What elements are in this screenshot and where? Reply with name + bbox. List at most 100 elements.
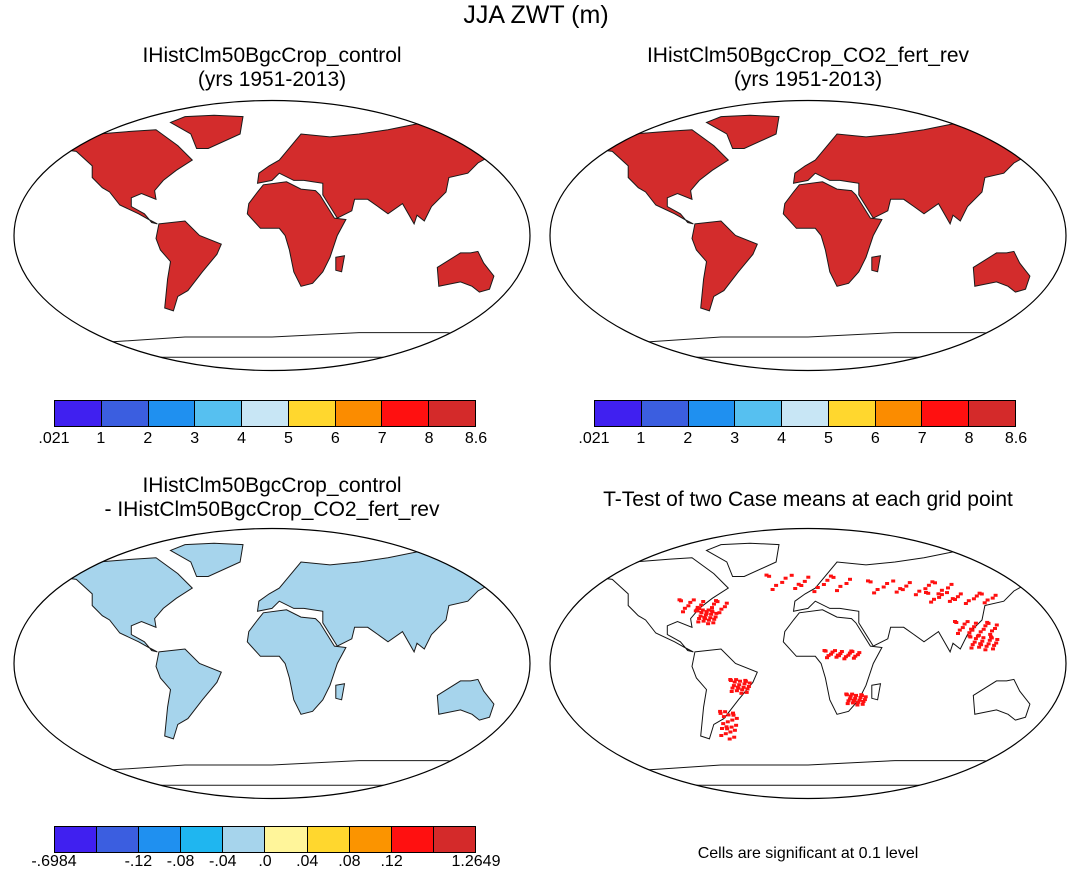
colorbar-swatch [382,401,430,426]
colorbar-swatch [307,827,350,852]
significant-cell [994,641,999,645]
significant-cell [732,735,737,739]
significant-cell [950,597,955,601]
significant-cell [812,590,817,594]
colorbar-tick-label: 8.6 [464,430,488,447]
significant-cell [734,678,739,682]
significant-cell [930,580,935,584]
significant-cell [995,638,1000,641]
antarctica-landmass [14,332,530,358]
south-america-landmass [155,220,222,312]
significant-cell [699,603,704,607]
panel-1-colorbar [54,400,476,427]
significant-cell [988,632,993,636]
madagascar-landmass [335,255,346,273]
significant-cell [900,588,905,592]
significant-cell [830,650,835,654]
madagascar-landmass [871,255,882,273]
madagascar-landmass [335,683,346,701]
significant-cell [710,606,714,610]
panel-2-map [549,99,1067,372]
colorbar-swatch [391,827,434,852]
significant-cell [967,631,972,635]
significance-note: Cells are significant at 0.1 level [697,845,919,862]
panel-2-subtitle: (yrs 1951-2013) [733,68,883,91]
significant-cell [764,573,769,577]
significant-cell [991,647,995,651]
significant-cell [837,654,841,658]
significant-cell [898,587,903,591]
significant-cell [815,586,820,589]
colorbar-tick-label: 7 [917,430,927,447]
colorbar-tick-label: 8 [424,430,434,447]
eurasia-landmass [256,123,530,226]
africa-landmass [782,181,883,287]
significant-cell [885,582,890,585]
significant-cell [847,651,852,655]
colorbar-tick-label: 1.2649 [451,853,501,870]
significant-cell [825,578,830,582]
significant-cell [947,599,952,603]
significant-cell [868,580,873,584]
panel-3-title: IHistClm50BgcCrop_control - IHistClm50Bg… [12,474,532,522]
significant-cell [846,699,851,703]
significant-cell [846,653,851,657]
colorbar-swatch [969,401,1016,426]
significant-cell [844,582,849,585]
significant-cell [711,621,716,625]
significant-cell [848,694,853,698]
significant-cell [850,650,855,654]
significant-cell [983,648,988,652]
colorbar-swatch [139,827,182,852]
significant-cell [734,723,739,727]
colorbar-swatch [922,401,970,426]
significant-cell [697,617,702,620]
significant-cell [989,636,994,640]
significant-cell [965,620,970,624]
significant-cell [701,619,706,623]
madagascar-landmass [871,683,882,701]
significant-cell [704,612,709,615]
colorbar-tick-label: -.6984 [31,853,77,870]
significant-cell [993,627,997,630]
colorbar-swatch [101,401,149,426]
significant-cell [979,643,984,647]
significant-cell [730,718,735,722]
significant-cell [695,609,700,613]
significant-cell [718,709,723,713]
panel-1-title-text: IHistClm50BgcCrop_control [142,44,402,67]
panel-1-title: IHistClm50BgcCrop_control (yrs 1951-2013… [12,44,532,92]
significant-cell [953,598,957,601]
significant-cell [688,600,693,604]
colorbar-tick-label: -.12 [124,853,153,870]
significant-cell [978,630,983,634]
significant-cell [932,597,936,601]
colorbar-tick-label: 2 [683,430,693,447]
significant-cell [833,649,837,653]
significant-cell [981,627,986,631]
significant-cell [823,649,828,653]
significant-cell [954,621,959,624]
significant-cell [734,716,739,720]
panel-3-subtitle: - IHistClm50BgcCrop_CO2_fert_rev [104,498,440,521]
colorbar-tick-label: .0 [258,853,272,870]
significant-cell [724,725,729,729]
significant-cell [774,583,779,587]
significant-cell [724,601,729,605]
significant-cell [740,688,745,692]
colorbar-swatch [97,827,140,852]
map-border [549,99,1067,372]
significant-cell [729,725,734,729]
colorbar-tick-label: 6 [870,430,880,447]
significant-cell [844,693,849,697]
significant-cell [802,579,807,583]
significant-cell [826,654,831,658]
significant-cell [686,604,691,608]
panel-1-colorbar-ticks: .021 1 2 3 4 5 6 7 8 8.6 [38,430,487,450]
significant-cell [894,590,899,594]
significant-cell [742,682,747,686]
colorbar-swatch [735,401,783,426]
significant-cell [937,595,942,599]
significant-cell [974,594,979,598]
panel-3-colorbar-ticks: -.6984 -.12 -.08 -.04 .0 .04 .08 .12 1.2649 [31,853,500,873]
